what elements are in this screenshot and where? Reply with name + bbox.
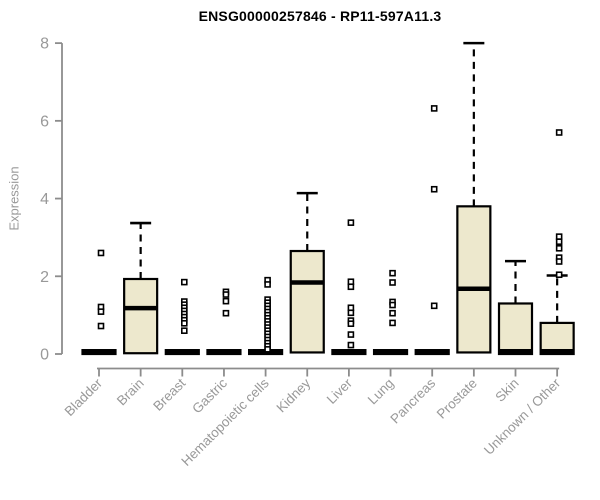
iqr-box bbox=[289, 249, 325, 354]
box-liver bbox=[331, 219, 367, 356]
outlier-point bbox=[389, 301, 396, 309]
box-prostate bbox=[456, 41, 492, 354]
x-category-label-unknown-other: Unknown / Other bbox=[481, 375, 564, 458]
outlier-point bbox=[430, 302, 438, 310]
x-category-label-prostate: Prostate bbox=[434, 376, 480, 422]
box-pancreas bbox=[414, 105, 450, 356]
iqr-box bbox=[123, 277, 159, 355]
outlier-point bbox=[97, 322, 105, 330]
outlier-point bbox=[181, 278, 188, 286]
x-category-label-liver: Liver bbox=[324, 375, 356, 407]
outlier-point bbox=[222, 291, 230, 298]
box-unknown-other bbox=[539, 129, 575, 356]
x-category-label-breast: Breast bbox=[150, 375, 188, 413]
outlier-point bbox=[389, 269, 396, 277]
box-hematopoietic-cells bbox=[248, 276, 284, 356]
outlier-point bbox=[181, 327, 188, 334]
x-category-label-bladder: Bladder bbox=[62, 375, 106, 419]
box-skin bbox=[497, 259, 534, 356]
outlier-point bbox=[181, 320, 188, 327]
box-brain bbox=[123, 221, 159, 355]
outlier-point bbox=[222, 297, 230, 305]
y-tick-label: 0 bbox=[40, 347, 49, 364]
iqr-box bbox=[456, 205, 492, 354]
y-tick-label: 8 bbox=[40, 36, 49, 53]
outlier-point bbox=[389, 319, 396, 327]
y-tick-label: 4 bbox=[40, 191, 49, 208]
outlier-point bbox=[389, 309, 396, 317]
outlier-point bbox=[347, 309, 355, 317]
outlier-point bbox=[555, 271, 563, 279]
outlier-point bbox=[555, 258, 563, 265]
chart-title: ENSG00000257846 - RP11-597A11.3 bbox=[198, 8, 442, 24]
outlier-point bbox=[347, 341, 355, 349]
outlier-point bbox=[347, 283, 355, 291]
outlier-point bbox=[555, 245, 563, 252]
outlier-point bbox=[555, 129, 563, 136]
box-bladder bbox=[81, 249, 117, 356]
y-tick-label: 6 bbox=[40, 113, 49, 130]
outlier-point bbox=[555, 233, 563, 240]
x-category-label-skin: Skin bbox=[492, 376, 521, 405]
box-gastric bbox=[206, 288, 242, 356]
x-category-label-kidney: Kidney bbox=[274, 375, 314, 415]
x-category-label-brain: Brain bbox=[114, 376, 147, 409]
x-category-label-lung: Lung bbox=[365, 376, 397, 408]
y-tick-label: 2 bbox=[40, 269, 49, 286]
outlier-point bbox=[430, 185, 438, 193]
outlier-point bbox=[264, 281, 271, 288]
x-category-label-pancreas: Pancreas bbox=[387, 375, 438, 426]
box-breast bbox=[164, 278, 200, 356]
outlier-point bbox=[347, 304, 355, 312]
outlier-point bbox=[97, 308, 105, 315]
outlier-point bbox=[347, 278, 355, 286]
iqr-box bbox=[539, 321, 575, 356]
box-kidney bbox=[289, 191, 325, 354]
outlier-point bbox=[430, 105, 438, 112]
outlier-point bbox=[347, 320, 355, 327]
outlier-point bbox=[97, 249, 105, 257]
outlier-point bbox=[555, 238, 563, 245]
iqr-box bbox=[497, 302, 534, 356]
outlier-point bbox=[264, 346, 271, 353]
x-category-label-gastric: Gastric bbox=[189, 375, 230, 416]
box-lung bbox=[372, 269, 409, 356]
outlier-point bbox=[389, 279, 396, 286]
outlier-point bbox=[347, 219, 355, 226]
outlier-point bbox=[347, 331, 355, 338]
outlier-point bbox=[222, 309, 230, 317]
